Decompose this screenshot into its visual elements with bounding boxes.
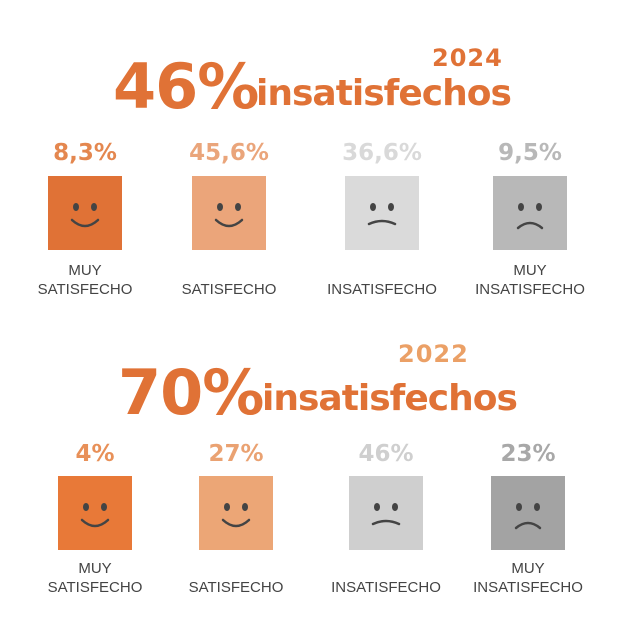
- percentage-value: 4%: [75, 441, 115, 467]
- rating-label-line2: SATISFECHO: [37, 281, 133, 298]
- rating-label-line1: MUY: [68, 262, 102, 279]
- headline-text: insatisfechos: [262, 378, 518, 419]
- headline-value: 46%: [113, 50, 259, 123]
- rating-box: [349, 476, 423, 550]
- rating-label-line1: MUY: [513, 262, 547, 279]
- rating-label-line2: INSATISFECHO: [331, 579, 441, 596]
- percentage-value: 9,5%: [498, 140, 562, 166]
- rating-box: [192, 176, 266, 250]
- percentage-value: 46%: [358, 441, 414, 467]
- percentage-value: 27%: [208, 441, 264, 467]
- percentage-value: 23%: [500, 441, 556, 467]
- rating-box: [48, 176, 122, 250]
- rating-box: [199, 476, 273, 550]
- percentage-value: 8,3%: [53, 140, 117, 166]
- rating-label-line2: INSATISFECHO: [327, 281, 437, 298]
- percentage-value: 36,6%: [342, 140, 422, 166]
- rating-label-line2: SATISFECHO: [47, 579, 143, 596]
- frown-icon: [516, 203, 544, 230]
- frown-icon: [367, 203, 397, 226]
- smile-icon: [80, 503, 110, 528]
- rating-label-line2: SATISFECHO: [181, 281, 277, 298]
- rating-box: [345, 176, 419, 250]
- rating-label-line2: INSATISFECHO: [475, 281, 585, 298]
- year-label: 2022: [398, 340, 469, 368]
- headline-value: 70%: [118, 356, 264, 429]
- rating-box: [58, 476, 132, 550]
- rating-label-line1: MUY: [78, 560, 112, 577]
- year-label: 2024: [432, 44, 503, 72]
- rating-label-line1: MUY: [511, 560, 545, 577]
- rating-box: [493, 176, 567, 250]
- rating-label-line2: SATISFECHO: [188, 579, 284, 596]
- headline-text: insatisfechos: [256, 73, 512, 114]
- smile-icon: [214, 203, 244, 228]
- percentage-value: 45,6%: [189, 140, 269, 166]
- smile-icon: [221, 503, 251, 528]
- smile-icon: [70, 203, 100, 228]
- frown-icon: [371, 503, 401, 526]
- rating-label-line2: INSATISFECHO: [473, 579, 583, 596]
- rating-box: [491, 476, 565, 550]
- frown-icon: [514, 503, 542, 530]
